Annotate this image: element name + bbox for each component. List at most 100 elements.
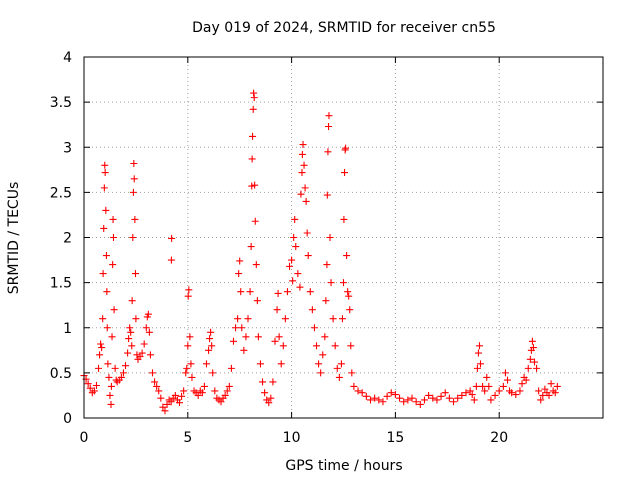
data-point [337,360,345,368]
data-point [408,394,416,402]
data-point [248,182,256,190]
data-point [545,391,553,399]
data-point [331,342,339,350]
data-point [551,389,559,397]
data-point [109,234,117,241]
data-point [122,362,130,370]
y-tick-label: 1.5 [50,276,72,292]
data-point [412,398,420,406]
data-point [86,384,94,392]
data-point [333,364,341,372]
data-point [97,340,105,348]
data-point [100,224,108,232]
data-point [358,389,366,397]
data-point [275,333,283,341]
data-point [445,394,453,402]
data-point [235,270,243,278]
data-point [128,342,136,350]
data-point [107,382,115,390]
data-point [472,382,480,390]
data-point [249,132,257,140]
y-tick-label: 2 [63,231,72,247]
data-point [512,391,520,399]
data-point [485,382,493,390]
data-point [99,270,107,278]
data-point [387,389,395,397]
data-point [198,389,206,397]
data-point [149,369,157,377]
data-point [109,261,117,269]
data-point [342,144,350,152]
data-point [462,389,470,397]
data-point [391,391,399,399]
y-tick-label: 3.5 [50,95,72,111]
data-point [155,387,163,395]
data-point [208,342,216,350]
data-point [335,373,343,381]
data-point [186,333,194,341]
data-point [194,391,202,399]
data-point [167,398,175,406]
data-point [102,252,110,260]
data-point [130,159,138,167]
data-point [185,286,193,294]
data-point [535,387,543,395]
data-point [441,389,449,397]
chart-title: Day 019 of 2024, SRMTID for receiver cn5… [192,20,496,36]
data-point [340,279,347,287]
y-axis-label: SRMTID / TECUs [6,182,22,295]
data-point [202,360,210,368]
data-point [253,297,261,305]
data-point [127,328,135,336]
data-point [290,234,298,241]
data-point [281,315,289,323]
data-point [250,94,258,102]
data-point [499,382,507,390]
data-point [288,256,296,264]
data-point [491,391,499,399]
data-point [274,289,282,297]
data-point [267,394,275,402]
data-point [483,373,491,381]
y-tick-label: 4 [63,50,72,66]
data-point [223,387,231,395]
data-point [159,403,167,411]
data-point [470,396,478,404]
data-point [157,394,165,402]
data-point [99,315,107,323]
data-point [329,315,337,323]
data-point [516,387,524,395]
data-point [225,382,233,390]
data-point [103,288,111,296]
data-point [340,215,348,223]
data-point [433,396,441,404]
data-point [458,391,466,399]
data-point [98,344,106,352]
data-point [300,161,308,169]
data-point [163,400,171,408]
data-point [187,360,195,368]
plot-frame [83,56,604,419]
data-point [133,351,141,359]
data-points [80,89,561,415]
data-point [299,141,307,149]
data-point [487,396,495,404]
data-point [362,392,370,400]
data-point [338,315,346,323]
data-point [317,369,325,377]
data-point [240,346,248,354]
data-point [206,335,214,343]
data-point [249,105,257,113]
data-point [283,288,291,296]
data-point [400,398,408,406]
data-point [533,364,541,372]
data-point [530,358,538,366]
data-point [107,400,115,408]
data-point [529,344,537,352]
data-point [304,252,312,260]
data-point [292,243,300,251]
data-point [168,234,176,242]
data-point [539,391,547,399]
data-point [167,256,175,264]
